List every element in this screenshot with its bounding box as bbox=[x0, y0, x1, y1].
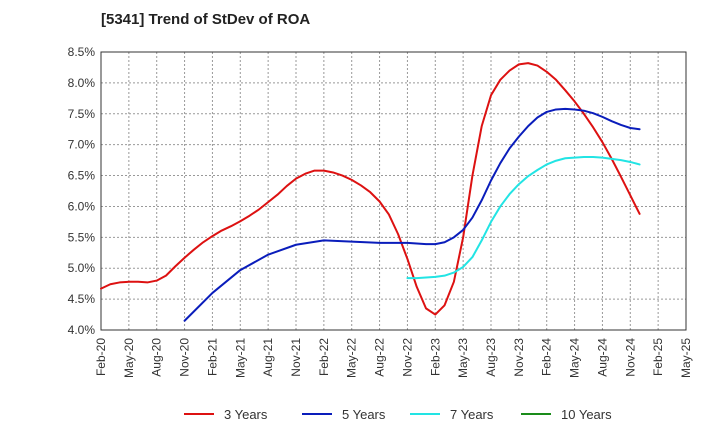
legend-label: 10 Years bbox=[561, 407, 612, 422]
x-tick-label: Nov-23 bbox=[512, 338, 526, 377]
x-tick-label: Nov-20 bbox=[178, 338, 192, 377]
y-tick-label: 4.0% bbox=[68, 323, 96, 337]
y-tick-label: 7.0% bbox=[68, 138, 96, 152]
legend-label: 5 Years bbox=[342, 407, 386, 422]
x-tick-label: Feb-20 bbox=[94, 338, 108, 376]
series-line bbox=[183, 107, 641, 322]
x-tick-label: May-21 bbox=[233, 338, 247, 378]
x-tick-label: Nov-22 bbox=[400, 338, 414, 377]
x-tick-label: May-20 bbox=[122, 338, 136, 378]
plot-frame bbox=[100, 51, 687, 331]
y-tick-label: 4.5% bbox=[68, 292, 96, 306]
x-tick-label: Aug-21 bbox=[261, 338, 275, 377]
y-tick-label: 5.5% bbox=[68, 230, 96, 244]
series-line bbox=[100, 62, 641, 316]
x-tick-label: Aug-24 bbox=[595, 338, 609, 377]
x-tick-label: Aug-23 bbox=[484, 338, 498, 377]
legend-label: 7 Years bbox=[450, 407, 494, 422]
y-tick-label: 7.5% bbox=[68, 107, 96, 121]
x-tick-label: May-23 bbox=[456, 338, 470, 378]
y-tick-label: 6.5% bbox=[68, 169, 96, 183]
x-tick-label: Nov-21 bbox=[289, 338, 303, 377]
chart-title: [5341] Trend of StDev of ROA bbox=[101, 11, 311, 28]
legend-label: 3 Years bbox=[224, 407, 268, 422]
x-tick-label: Feb-21 bbox=[205, 338, 219, 376]
y-tick-label: 8.0% bbox=[68, 76, 96, 90]
series-line bbox=[406, 156, 641, 280]
x-tick-label: Feb-22 bbox=[317, 338, 331, 376]
plot-area bbox=[101, 52, 686, 330]
x-tick-label: Feb-23 bbox=[428, 338, 442, 376]
y-tick-label: 6.0% bbox=[68, 199, 96, 213]
x-tick-label: May-24 bbox=[568, 338, 582, 378]
x-tick-label: May-25 bbox=[679, 338, 693, 378]
x-tick-label: Nov-24 bbox=[623, 338, 637, 377]
x-tick-label: Feb-25 bbox=[651, 338, 665, 376]
x-tick-label: May-22 bbox=[345, 338, 359, 378]
y-tick-label: 8.5% bbox=[68, 45, 96, 59]
x-tick-label: Aug-22 bbox=[373, 338, 387, 377]
y-tick-label: 5.0% bbox=[68, 261, 96, 275]
x-tick-label: Aug-20 bbox=[150, 338, 164, 377]
x-tick-label: Feb-24 bbox=[540, 338, 554, 376]
